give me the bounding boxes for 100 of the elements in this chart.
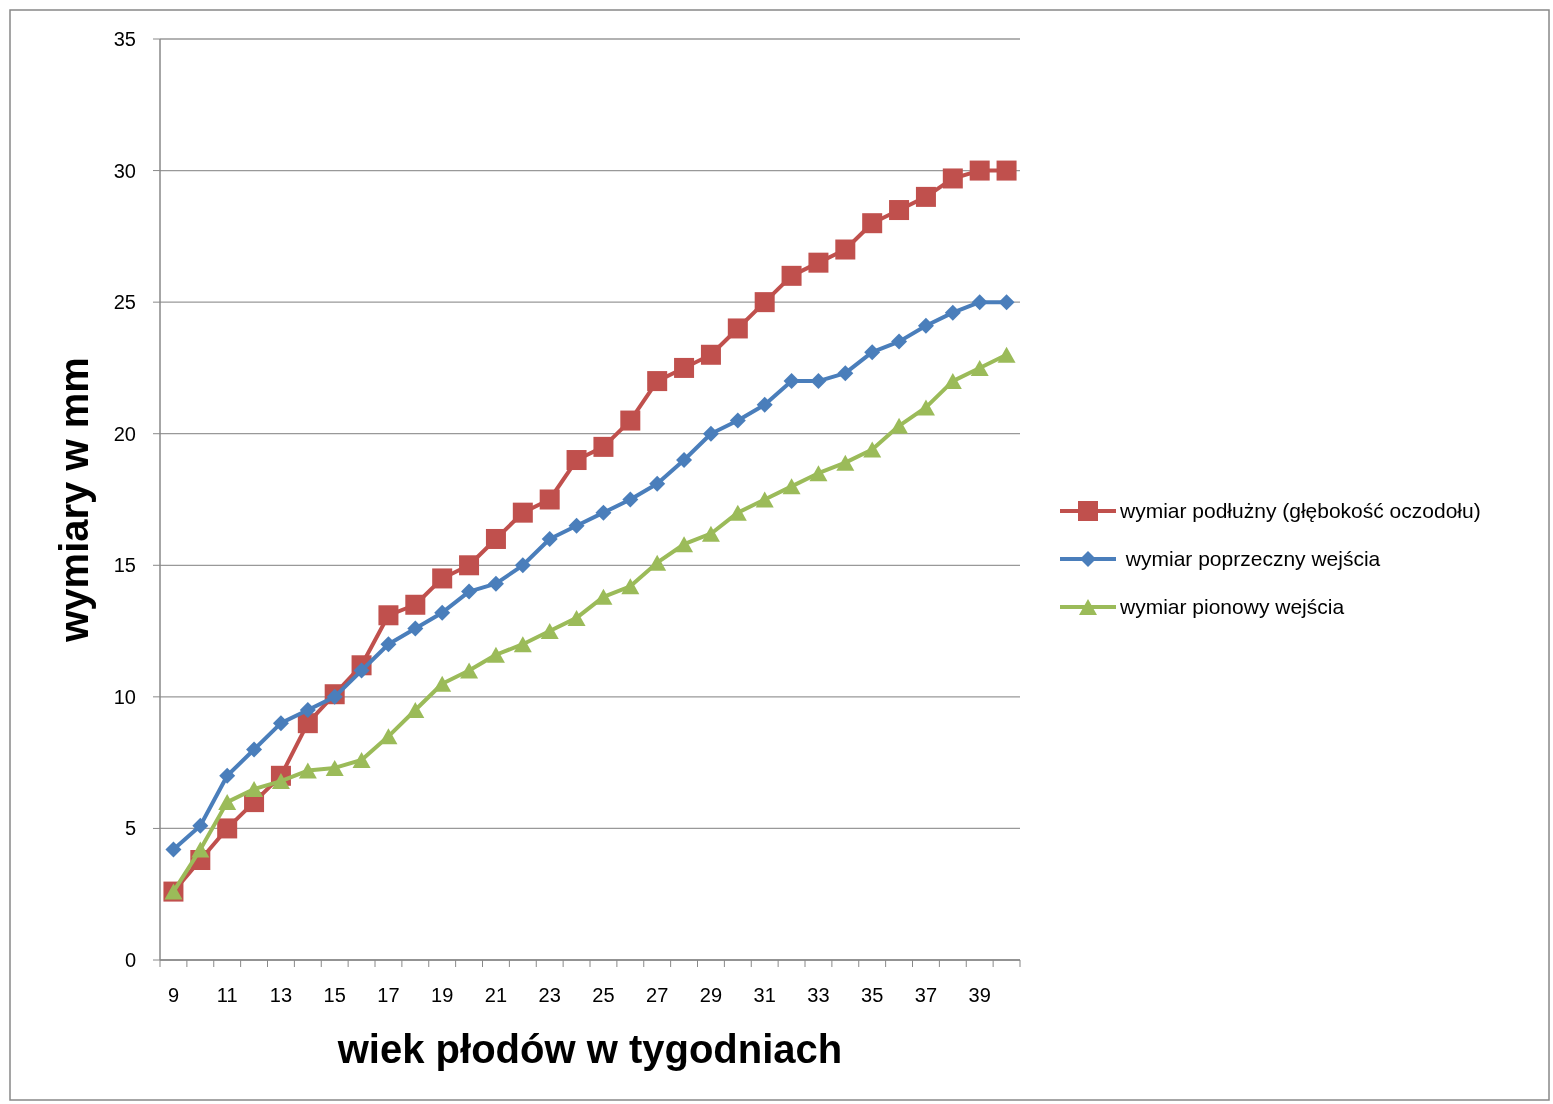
y-tick-label: 5 — [124, 817, 136, 840]
point — [485, 528, 506, 549]
x-tick-label: 15 — [323, 984, 346, 1006]
point — [890, 417, 909, 434]
point — [567, 609, 586, 626]
point — [353, 662, 370, 679]
x-tick-label: 25 — [592, 984, 615, 1006]
y-tick-label: 30 — [113, 159, 136, 182]
x-tick-label: 9 — [167, 984, 179, 1006]
point — [835, 239, 856, 260]
point — [701, 525, 720, 542]
point — [407, 620, 424, 637]
point — [676, 452, 693, 469]
x-tick-label: 17 — [377, 984, 400, 1006]
y-tick-label: 35 — [113, 28, 136, 50]
y-tick-label: 0 — [124, 949, 136, 971]
point — [621, 578, 640, 595]
x-tick-label: 27 — [646, 984, 669, 1006]
point — [486, 646, 505, 663]
x-tick-label: 33 — [807, 984, 830, 1006]
point — [728, 504, 747, 521]
x-tick-label: 35 — [861, 984, 884, 1006]
point — [755, 491, 774, 508]
point — [191, 841, 210, 858]
point — [969, 160, 990, 181]
y-tick-label: 25 — [113, 291, 136, 314]
x-axis-title: wiek płodów w tygodniach — [336, 1027, 843, 1071]
point — [298, 762, 317, 779]
point — [514, 557, 531, 574]
x-tick-label: 23 — [538, 984, 561, 1006]
x-tick-label: 21 — [484, 984, 508, 1006]
legend-label: wymiar podłużny (głębokość oczodołu) — [1119, 499, 1481, 523]
legend-label: wymiar pionowy wejścia — [1119, 595, 1345, 619]
point — [487, 575, 504, 592]
point — [461, 583, 478, 600]
x-tick-label: 31 — [753, 984, 776, 1006]
x-tick-label: 29 — [699, 984, 723, 1006]
point — [246, 741, 263, 758]
point — [595, 504, 612, 521]
point — [406, 702, 425, 719]
point — [272, 715, 289, 732]
point — [998, 294, 1015, 311]
point — [810, 373, 827, 390]
point — [917, 317, 934, 334]
point — [864, 344, 881, 361]
y-tick-label: 15 — [113, 554, 136, 577]
point — [970, 359, 989, 376]
point — [513, 636, 532, 653]
point — [756, 396, 773, 413]
point — [997, 346, 1016, 363]
point — [541, 530, 558, 547]
point — [271, 773, 290, 790]
point — [891, 333, 908, 350]
point — [916, 399, 935, 416]
point — [809, 465, 828, 482]
point — [700, 344, 721, 365]
point — [352, 752, 371, 769]
point — [432, 568, 453, 589]
point — [566, 450, 587, 471]
point — [754, 292, 775, 313]
y-tick-label: 10 — [113, 685, 136, 708]
point — [702, 425, 719, 442]
point — [380, 636, 397, 653]
point — [620, 410, 641, 431]
x-tick-label: 11 — [216, 984, 238, 1006]
point — [647, 371, 668, 392]
point — [915, 186, 936, 207]
point — [729, 412, 746, 429]
x-tick-label: 19 — [431, 984, 454, 1006]
point — [889, 200, 910, 221]
point — [593, 436, 614, 457]
point — [836, 454, 855, 471]
point — [460, 662, 479, 679]
point — [378, 605, 399, 626]
point — [192, 817, 209, 834]
point — [674, 357, 695, 378]
point — [219, 767, 236, 784]
point — [862, 213, 883, 234]
point — [942, 168, 963, 189]
point — [649, 475, 666, 492]
point — [540, 623, 559, 640]
point — [512, 502, 533, 523]
point — [944, 304, 961, 321]
point — [782, 478, 801, 495]
y-tick-label: 20 — [113, 422, 136, 445]
point — [217, 818, 238, 839]
point — [808, 252, 829, 273]
point — [727, 318, 748, 339]
point — [781, 265, 802, 286]
point — [539, 489, 560, 510]
point — [459, 555, 480, 576]
x-tick-label: 13 — [269, 984, 293, 1006]
point — [837, 365, 854, 382]
x-tick-label: 39 — [968, 984, 991, 1006]
point — [405, 594, 426, 615]
point — [675, 536, 694, 553]
x-tick-label: 37 — [914, 984, 938, 1006]
point — [165, 841, 182, 858]
point — [299, 702, 316, 719]
point — [325, 759, 344, 776]
